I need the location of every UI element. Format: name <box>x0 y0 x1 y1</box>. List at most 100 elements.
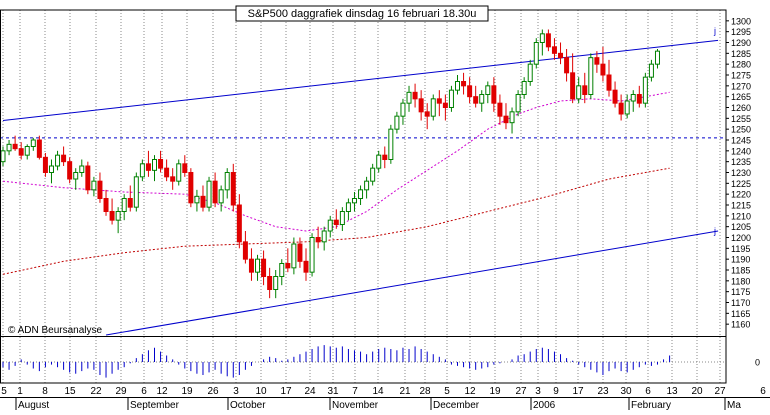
candle-42 <box>255 254 261 281</box>
candle-59 <box>358 185 364 205</box>
candle-body <box>648 63 654 78</box>
candle-52 <box>315 226 321 249</box>
candle-79 <box>479 90 485 112</box>
day-tick-label-27: 30 <box>620 386 632 397</box>
candle-body <box>533 42 539 65</box>
candle-77 <box>467 77 473 104</box>
candle-body <box>315 237 321 243</box>
day-tick-label-18: 28 <box>419 386 431 397</box>
price-tick-label-6: 1190 <box>731 255 750 265</box>
candle-74 <box>448 85 454 112</box>
candle-9 <box>55 150 61 171</box>
candle-body <box>576 85 582 100</box>
candle-body <box>158 159 164 169</box>
candle-105 <box>636 85 642 108</box>
candle-body <box>491 85 497 104</box>
candle-body <box>376 154 382 169</box>
day-tick-label-22: 27 <box>515 386 527 397</box>
candle-22 <box>133 172 139 212</box>
chart-title: S&P500 daggrafiek dinsdag 16 februari 18… <box>248 8 477 20</box>
candle-63 <box>382 146 388 169</box>
candle-97 <box>588 53 594 99</box>
candle-body <box>182 163 188 173</box>
candle-37 <box>224 168 230 199</box>
candle-78 <box>473 85 479 108</box>
candle-93 <box>564 49 570 82</box>
price-tick-label-19: 1255 <box>731 114 751 124</box>
candle-30 <box>182 155 188 177</box>
candle-body <box>564 57 570 74</box>
candle-32 <box>194 189 200 212</box>
candle-body <box>606 74 612 91</box>
candle-61 <box>370 163 376 186</box>
price-tick-label-20: 1260 <box>731 103 751 113</box>
candle-86 <box>521 77 527 99</box>
candle-36 <box>218 185 224 212</box>
candle-7 <box>42 153 48 177</box>
price-tick-label-1: 1165 <box>731 309 750 319</box>
candle-15 <box>91 176 97 197</box>
price-tick-label-7: 1195 <box>731 244 750 254</box>
candle-body <box>497 102 503 117</box>
trend-channel-layer <box>2 39 719 336</box>
candle-body <box>218 189 224 204</box>
candle-45 <box>273 270 279 299</box>
price-tick-label-0: 1160 <box>731 320 750 330</box>
candle-103 <box>624 94 630 119</box>
candle-body <box>455 81 460 91</box>
month-label-7: Ma <box>727 400 741 410</box>
candle-body <box>442 102 448 108</box>
candle-106 <box>642 72 648 108</box>
candle-body <box>24 146 30 156</box>
candle-body <box>291 243 297 269</box>
candle-13 <box>79 159 85 177</box>
candle-body <box>636 94 642 104</box>
price-tick-label-21: 1265 <box>731 92 751 102</box>
candle-102 <box>618 94 624 121</box>
price-tick-label-28: 1300 <box>731 16 751 26</box>
day-tick-label-1: 1 <box>17 386 23 397</box>
day-tick-label-24: 9 <box>553 386 559 397</box>
candle-11 <box>67 157 73 184</box>
candle-19 <box>115 207 121 234</box>
candle-body <box>200 195 206 208</box>
candle-2 <box>12 135 18 151</box>
chart-labels: S&P500 daggrafiek dinsdag 16 februari 18… <box>8 5 716 336</box>
candle-body <box>545 33 551 48</box>
candle-body <box>273 276 279 290</box>
month-label-4: December <box>433 400 480 410</box>
candle-body <box>139 163 145 178</box>
day-tick-label-7: 12 <box>156 386 168 397</box>
candle-70 <box>424 103 430 130</box>
day-tick-label-8: 19 <box>181 386 193 397</box>
candle-23 <box>139 159 145 182</box>
candle-body <box>152 159 157 171</box>
grid-lines <box>0 10 726 383</box>
candle-65 <box>394 111 400 134</box>
candle-104 <box>630 90 636 112</box>
candle-83 <box>503 103 509 130</box>
trend-channel-lower <box>105 230 719 336</box>
candle-6 <box>36 135 42 160</box>
candle-body <box>594 57 600 65</box>
candle-87 <box>527 59 533 86</box>
candle-53 <box>321 226 327 251</box>
candle-body <box>267 276 273 290</box>
time-axis: 5 1 8 15 22 29 6 12 19 26 3 10 17 24 31 7 14 21 28 5 12 19 27 3… <box>0 386 770 411</box>
candle-48 <box>291 237 297 275</box>
candle-64 <box>388 124 394 164</box>
candle-8 <box>48 159 54 184</box>
candle-51 <box>309 233 315 277</box>
candles-layer <box>0 29 660 299</box>
day-tick-label-31: 27 <box>714 386 726 397</box>
candle-47 <box>285 248 291 273</box>
candle-body <box>333 219 339 226</box>
trend-channel-upper <box>2 39 719 121</box>
candle-57 <box>345 198 351 221</box>
day-tick-label-21: 19 <box>489 386 501 397</box>
candle-94 <box>570 53 576 104</box>
day-tick-label-25: 17 <box>572 386 584 397</box>
candle-55 <box>333 209 339 229</box>
